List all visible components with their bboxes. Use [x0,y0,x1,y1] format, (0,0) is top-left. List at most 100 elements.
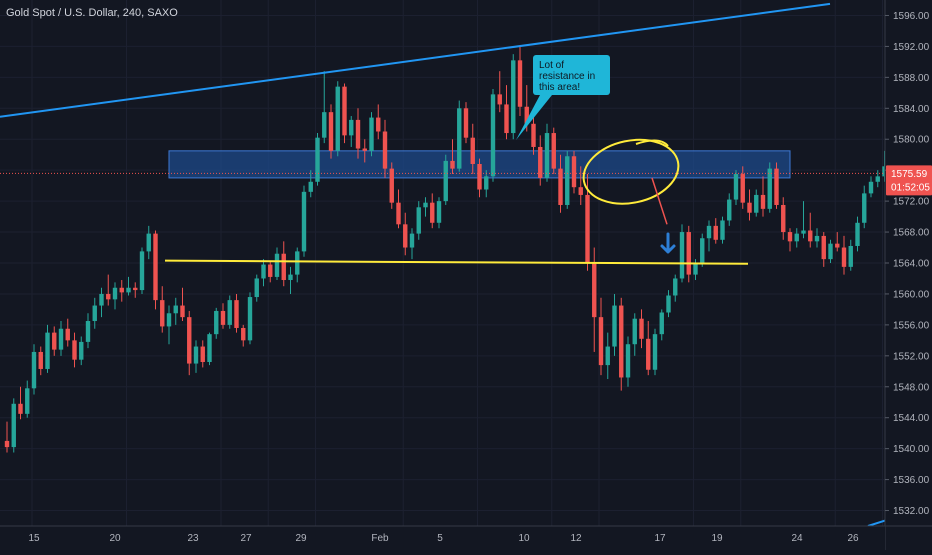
candle-up [457,108,462,169]
candle-down [619,305,624,378]
candle-down [200,346,205,363]
ascending-trendline[interactable] [0,2,831,118]
candle-down [72,340,77,360]
red-projection-line[interactable] [651,177,668,225]
time-tick-label: 12 [570,533,582,544]
candle-down [787,232,793,242]
candle-down [18,403,23,414]
candle-down [477,163,482,190]
candle-down [538,146,543,178]
candle-down [382,131,388,169]
candle-up [875,176,880,182]
candle-down [517,60,523,107]
candle-down [220,310,226,325]
candle-up [409,233,415,248]
candle-up [565,156,570,205]
candle-up [45,332,50,369]
candle-down [585,194,590,263]
candle-down [781,204,786,233]
candle-up [673,278,678,296]
time-tick-label: 29 [295,533,307,544]
price-tick-label: 1552.00 [893,351,930,362]
time-axis[interactable]: 15 20 23 27 29 Feb 5 10 12 17 19 24 26 [0,525,932,550]
highlight-ellipse[interactable] [578,131,685,212]
candle-down [389,168,394,203]
candle-down [52,332,57,350]
candle-up [11,403,16,448]
candle-down [504,104,509,134]
candle-down [234,300,239,328]
candle-up [666,295,671,313]
candle-up [214,310,219,335]
time-axis-background [0,526,885,550]
down-arrow-icon[interactable] [660,232,676,254]
candle-up [308,181,313,192]
candle-up [31,351,37,389]
price-tick-label: 1596.00 [893,11,930,22]
candle-down [328,112,334,151]
support-line[interactable] [164,259,749,265]
candle-down [119,287,124,293]
price-tick-label: 1544.00 [893,413,930,424]
price-tick-label: 1548.00 [893,382,930,393]
candle-down [106,293,111,300]
lower-trendline[interactable] [867,519,886,527]
candle-down [558,168,563,205]
candle-up [632,318,637,345]
resistance-callout[interactable]: Lot of resistance in this area! [533,55,610,95]
candle-up [126,287,131,293]
candle-down [463,108,469,138]
price-tick-label: 1556.00 [893,320,930,331]
candle-down [470,137,475,164]
candle-down [241,327,246,341]
current-price-tag: 1575.59 01:52:05 [886,165,932,196]
candle-up [659,312,664,335]
price-tick-label: 1592.00 [893,42,930,53]
price-tick-label: 1532.00 [893,506,930,517]
highlight-ellipse-tail [635,139,669,147]
time-tick-label: 27 [240,533,252,544]
candle-down [571,156,577,188]
candle-down [747,202,752,213]
price-tick-label: 1560.00 [893,289,930,300]
current-price-tag-background [886,165,932,196]
price-axis-background [885,0,932,550]
candle-down [740,174,745,203]
candle-down [362,148,367,151]
candle-up [288,274,293,281]
candle-up [484,176,489,190]
candle-up [828,243,833,260]
candle-up [693,263,698,275]
candle-down [841,247,847,267]
candle-down [153,233,158,301]
time-tick-label: 10 [518,533,530,544]
candle-down [497,94,502,105]
candle-up [801,230,806,234]
candle-up [443,160,448,202]
candle-up [99,293,104,306]
candle-down [133,287,138,291]
candle-up [85,321,91,342]
candle-up [612,305,617,347]
candle-down [65,328,70,341]
candle-down [396,202,401,225]
candle-up [79,341,84,360]
candle-up [754,194,759,213]
candle-up [855,222,860,246]
candle-down [430,202,435,223]
price-tick-label: 1580.00 [893,135,930,146]
candle-up [247,297,253,341]
candle-up [173,305,178,314]
candle-up [794,233,799,242]
price-axis[interactable]: 1532.00 1536.00 1540.00 1544.00 1548.00 1552.… [884,0,932,550]
chart-title: Gold Spot / U.S. Dollar, 240, SAXO [6,7,178,19]
candle-up [254,278,259,298]
candle-down [639,318,644,339]
candle-up [679,232,685,279]
candle-down [808,230,813,242]
candle-down [342,86,347,136]
candle-down [713,225,718,240]
candle-down [835,243,840,248]
